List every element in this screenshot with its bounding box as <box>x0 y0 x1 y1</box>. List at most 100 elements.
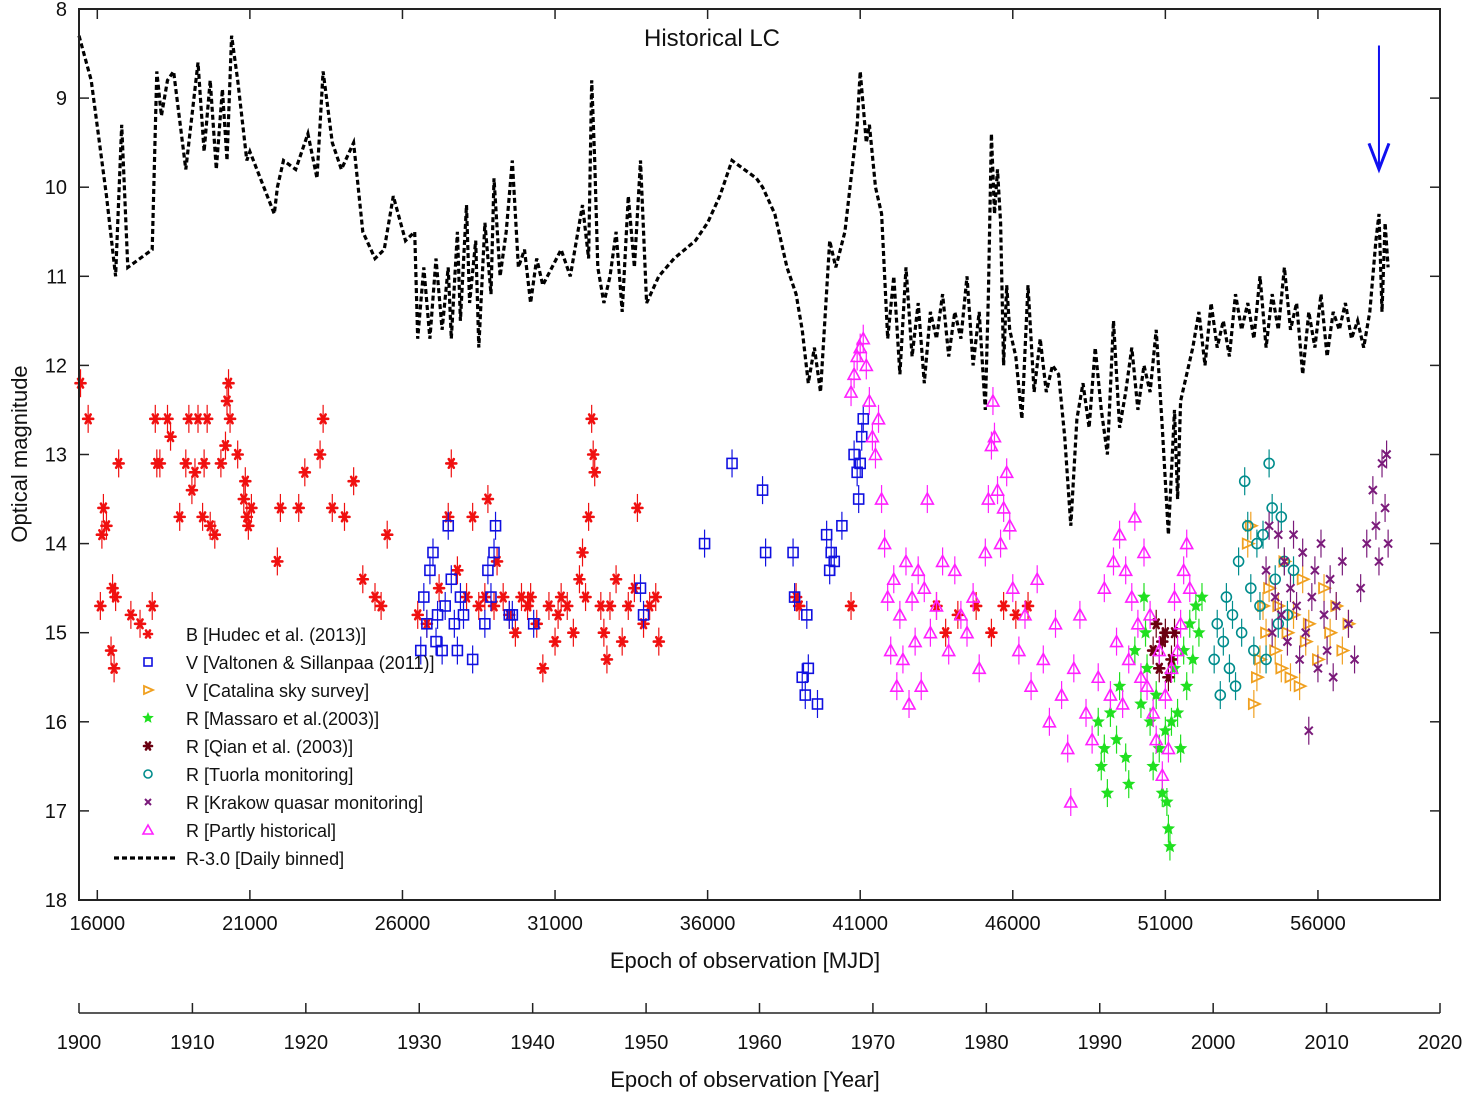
data-point <box>451 564 464 576</box>
legend-label: R [Krakow quasar monitoring] <box>186 793 423 813</box>
data-point <box>421 617 433 630</box>
data-point <box>338 511 351 523</box>
data-point <box>506 609 519 621</box>
data-point <box>634 582 647 594</box>
data-point <box>1183 616 1197 630</box>
data-point <box>1380 503 1390 513</box>
data-point <box>1257 528 1269 541</box>
data-point <box>1324 626 1339 640</box>
data-point <box>431 609 444 621</box>
data-point <box>1146 759 1160 773</box>
data-point <box>825 546 838 559</box>
data-point <box>1310 565 1320 576</box>
data-point <box>1106 553 1121 568</box>
x-tick-label: 21000 <box>222 913 278 935</box>
data-point <box>197 457 211 470</box>
data-point <box>1164 660 1179 675</box>
data-point <box>1136 544 1152 559</box>
data-point <box>1173 616 1188 630</box>
data-point <box>1142 607 1158 621</box>
legend-swatch <box>142 711 154 723</box>
data-point <box>895 651 911 666</box>
year-tick-label: 2020 <box>1418 1032 1462 1054</box>
data-point <box>239 475 252 487</box>
data-point <box>1167 589 1182 603</box>
data-point <box>164 431 177 443</box>
y-tick-label: 14 <box>45 534 67 556</box>
data-point <box>1263 457 1275 470</box>
chart-title: Historical LC <box>644 25 780 52</box>
data-point <box>1284 670 1299 684</box>
data-point <box>828 555 841 568</box>
year-tick-label: 1940 <box>510 1032 555 1054</box>
data-point <box>1241 519 1254 532</box>
data-point <box>862 393 877 407</box>
data-point <box>1173 741 1188 755</box>
data-point <box>274 502 287 514</box>
data-point <box>1254 653 1269 666</box>
legend-swatch <box>144 798 152 806</box>
data-point <box>1048 616 1063 630</box>
series-8 <box>77 35 1390 535</box>
data-point <box>542 600 556 612</box>
data-point <box>1149 618 1163 630</box>
data-point <box>1261 565 1271 576</box>
x-axis-label: Epoch of observation [MJD] <box>610 948 880 973</box>
data-point <box>621 600 635 612</box>
data-point <box>1078 705 1094 719</box>
data-point <box>1091 714 1105 728</box>
data-point <box>1362 538 1372 549</box>
data-point <box>292 502 306 514</box>
legend-label: R [Qian et al. (2003)] <box>186 737 353 757</box>
data-point <box>496 591 510 603</box>
year-tick-label: 1930 <box>397 1032 442 1054</box>
data-point <box>877 535 892 550</box>
data-point <box>588 466 602 478</box>
data-point <box>489 519 502 532</box>
data-point <box>94 600 107 612</box>
data-point <box>527 617 540 630</box>
data-point <box>1151 642 1167 657</box>
data-point <box>990 482 1005 496</box>
year-tick-label: 2010 <box>1304 1032 1349 1054</box>
data-point <box>971 660 987 675</box>
data-point <box>1072 607 1088 621</box>
x-tick-label: 56000 <box>1290 913 1346 935</box>
data-point <box>107 662 121 674</box>
legend-swatch <box>143 769 153 779</box>
data-point <box>203 520 217 532</box>
data-point <box>1275 661 1290 675</box>
data-point <box>788 591 801 603</box>
year-tick-label: 1990 <box>1078 1032 1123 1054</box>
data-point <box>1189 598 1203 612</box>
data-point <box>874 491 889 505</box>
data-point <box>855 430 868 443</box>
data-point <box>179 457 193 470</box>
data-point <box>1226 609 1239 621</box>
data-point <box>1161 740 1176 755</box>
data-point <box>109 591 122 603</box>
data-point <box>482 564 494 577</box>
data-point <box>188 466 202 478</box>
data-point <box>941 642 957 657</box>
x-tick-label: 36000 <box>680 913 736 935</box>
data-point <box>411 609 425 621</box>
data-point <box>1137 590 1151 603</box>
data-point <box>380 529 394 541</box>
data-point <box>1170 642 1185 657</box>
y-axis-label: Optical magnitude <box>7 365 32 542</box>
data-point <box>1158 687 1173 701</box>
data-point <box>1094 759 1109 773</box>
data-point <box>1313 663 1323 674</box>
year-tick-label: 1960 <box>737 1032 782 1054</box>
data-point <box>1254 600 1266 612</box>
data-point <box>999 464 1015 479</box>
data-point <box>996 500 1011 514</box>
data-point <box>1374 556 1384 567</box>
data-point <box>1307 592 1317 602</box>
year-tick-label: 1900 <box>57 1032 102 1054</box>
data-point <box>220 395 234 407</box>
data-point <box>802 662 815 675</box>
data-point <box>356 573 370 585</box>
data-point <box>104 644 118 657</box>
